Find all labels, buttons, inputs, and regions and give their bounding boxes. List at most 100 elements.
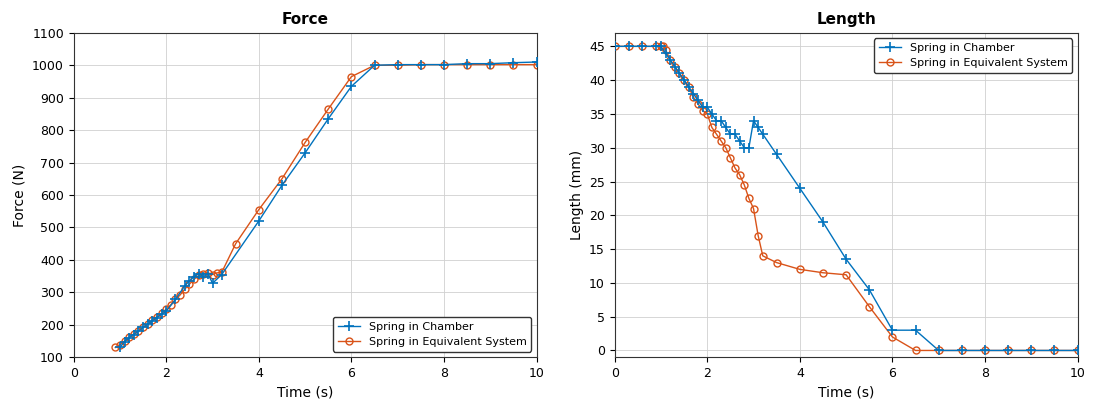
Spring in Chamber xyxy=(978,348,991,353)
Spring in Equivalent System xyxy=(437,62,450,67)
Spring in Chamber xyxy=(955,348,968,353)
Spring in Equivalent System xyxy=(677,78,691,83)
Spring in Equivalent System xyxy=(173,293,187,297)
Spring in Equivalent System xyxy=(507,62,520,67)
Spring in Chamber xyxy=(817,220,830,225)
Spring in Equivalent System xyxy=(659,47,672,52)
Spring in Chamber xyxy=(127,332,141,337)
Spring in Chamber xyxy=(909,328,922,332)
Spring in Chamber xyxy=(142,322,155,327)
Spring in Chamber xyxy=(206,281,220,286)
Title: Force: Force xyxy=(281,12,328,28)
Spring in Equivalent System xyxy=(886,335,899,339)
Spring in Chamber xyxy=(636,44,649,49)
Spring in Chamber xyxy=(182,279,195,283)
Spring in Chamber xyxy=(113,345,126,350)
Spring in Equivalent System xyxy=(155,311,168,316)
Spring in Equivalent System xyxy=(136,325,149,330)
Spring in Equivalent System xyxy=(621,44,635,49)
Line: Spring in Equivalent System: Spring in Equivalent System xyxy=(612,43,1082,354)
Spring in Chamber xyxy=(197,274,210,279)
Spring in Chamber xyxy=(793,186,806,191)
Spring in Chamber xyxy=(299,150,312,155)
Spring in Equivalent System xyxy=(742,196,755,201)
Spring in Chamber xyxy=(682,84,695,89)
Spring in Equivalent System xyxy=(705,125,718,130)
Spring in Equivalent System xyxy=(669,64,682,69)
Spring in Chamber xyxy=(484,61,497,66)
Spring in Equivalent System xyxy=(955,348,968,353)
Spring in Equivalent System xyxy=(650,44,663,49)
Spring in Equivalent System xyxy=(159,307,172,312)
Spring in Chamber xyxy=(345,84,358,89)
Spring in Equivalent System xyxy=(142,322,155,327)
Spring in Equivalent System xyxy=(1001,348,1015,353)
Spring in Equivalent System xyxy=(146,317,159,322)
Spring in Chamber xyxy=(840,257,853,262)
Spring in Chamber xyxy=(696,105,709,110)
Spring in Chamber xyxy=(146,318,159,323)
Spring in Chamber xyxy=(155,312,168,317)
Title: Length: Length xyxy=(816,12,876,28)
Spring in Equivalent System xyxy=(117,339,131,344)
Spring in Chamber xyxy=(123,335,136,340)
Line: Spring in Chamber: Spring in Chamber xyxy=(609,42,1083,355)
Spring in Equivalent System xyxy=(733,172,747,177)
Spring in Chamber xyxy=(757,132,770,137)
Line: Spring in Chamber: Spring in Chamber xyxy=(115,57,541,352)
Spring in Equivalent System xyxy=(751,233,764,238)
Spring in Equivalent System xyxy=(206,272,220,277)
Spring in Chamber xyxy=(201,271,214,276)
Spring in Equivalent System xyxy=(182,282,195,287)
Spring in Chamber xyxy=(654,44,668,49)
Spring in Equivalent System xyxy=(636,44,649,49)
Spring in Equivalent System xyxy=(201,270,214,275)
Spring in Equivalent System xyxy=(686,95,699,100)
Spring in Chamber xyxy=(724,132,737,137)
Spring in Equivalent System xyxy=(724,155,737,160)
Spring in Chamber xyxy=(159,309,172,314)
Spring in Equivalent System xyxy=(192,273,205,278)
Spring in Chamber xyxy=(150,315,164,320)
Spring in Equivalent System xyxy=(978,348,991,353)
Spring in Chamber xyxy=(1001,348,1015,353)
Spring in Equivalent System xyxy=(211,270,224,275)
Spring in Equivalent System xyxy=(460,62,473,67)
Spring in Equivalent System xyxy=(710,132,724,137)
Spring in Chamber xyxy=(1047,348,1061,353)
Spring in Chamber xyxy=(188,274,201,279)
Spring in Equivalent System xyxy=(188,277,201,282)
Spring in Chamber xyxy=(650,44,663,49)
Spring in Equivalent System xyxy=(169,297,182,302)
Spring in Chamber xyxy=(751,125,764,130)
Spring in Equivalent System xyxy=(109,345,122,350)
Spring in Equivalent System xyxy=(215,270,228,275)
Spring in Chamber xyxy=(738,145,751,150)
Spring in Chamber xyxy=(414,62,427,67)
Spring in Equivalent System xyxy=(229,241,243,246)
Spring in Equivalent System xyxy=(178,287,191,292)
Spring in Equivalent System xyxy=(840,272,853,277)
Spring in Equivalent System xyxy=(132,328,145,333)
Spring in Chamber xyxy=(673,71,686,76)
Spring in Equivalent System xyxy=(757,253,770,258)
Spring in Chamber xyxy=(136,325,149,330)
Spring in Equivalent System xyxy=(747,206,760,211)
Spring in Equivalent System xyxy=(817,270,830,275)
X-axis label: Time (s): Time (s) xyxy=(818,386,874,400)
Spring in Chamber xyxy=(507,60,520,65)
Spring in Equivalent System xyxy=(863,304,876,309)
Spring in Equivalent System xyxy=(484,62,497,67)
Spring in Chamber xyxy=(728,132,741,137)
Spring in Chamber xyxy=(663,57,676,62)
Spring in Chamber xyxy=(169,297,182,302)
Spring in Chamber xyxy=(276,183,289,188)
Spring in Chamber xyxy=(770,152,783,157)
Spring in Equivalent System xyxy=(932,348,945,353)
Spring in Chamber xyxy=(932,348,945,353)
Spring in Equivalent System xyxy=(673,71,686,76)
Spring in Chamber xyxy=(192,271,205,276)
Y-axis label: Force (N): Force (N) xyxy=(12,164,26,227)
Spring in Chamber xyxy=(322,116,335,121)
Spring in Chamber xyxy=(705,112,718,117)
